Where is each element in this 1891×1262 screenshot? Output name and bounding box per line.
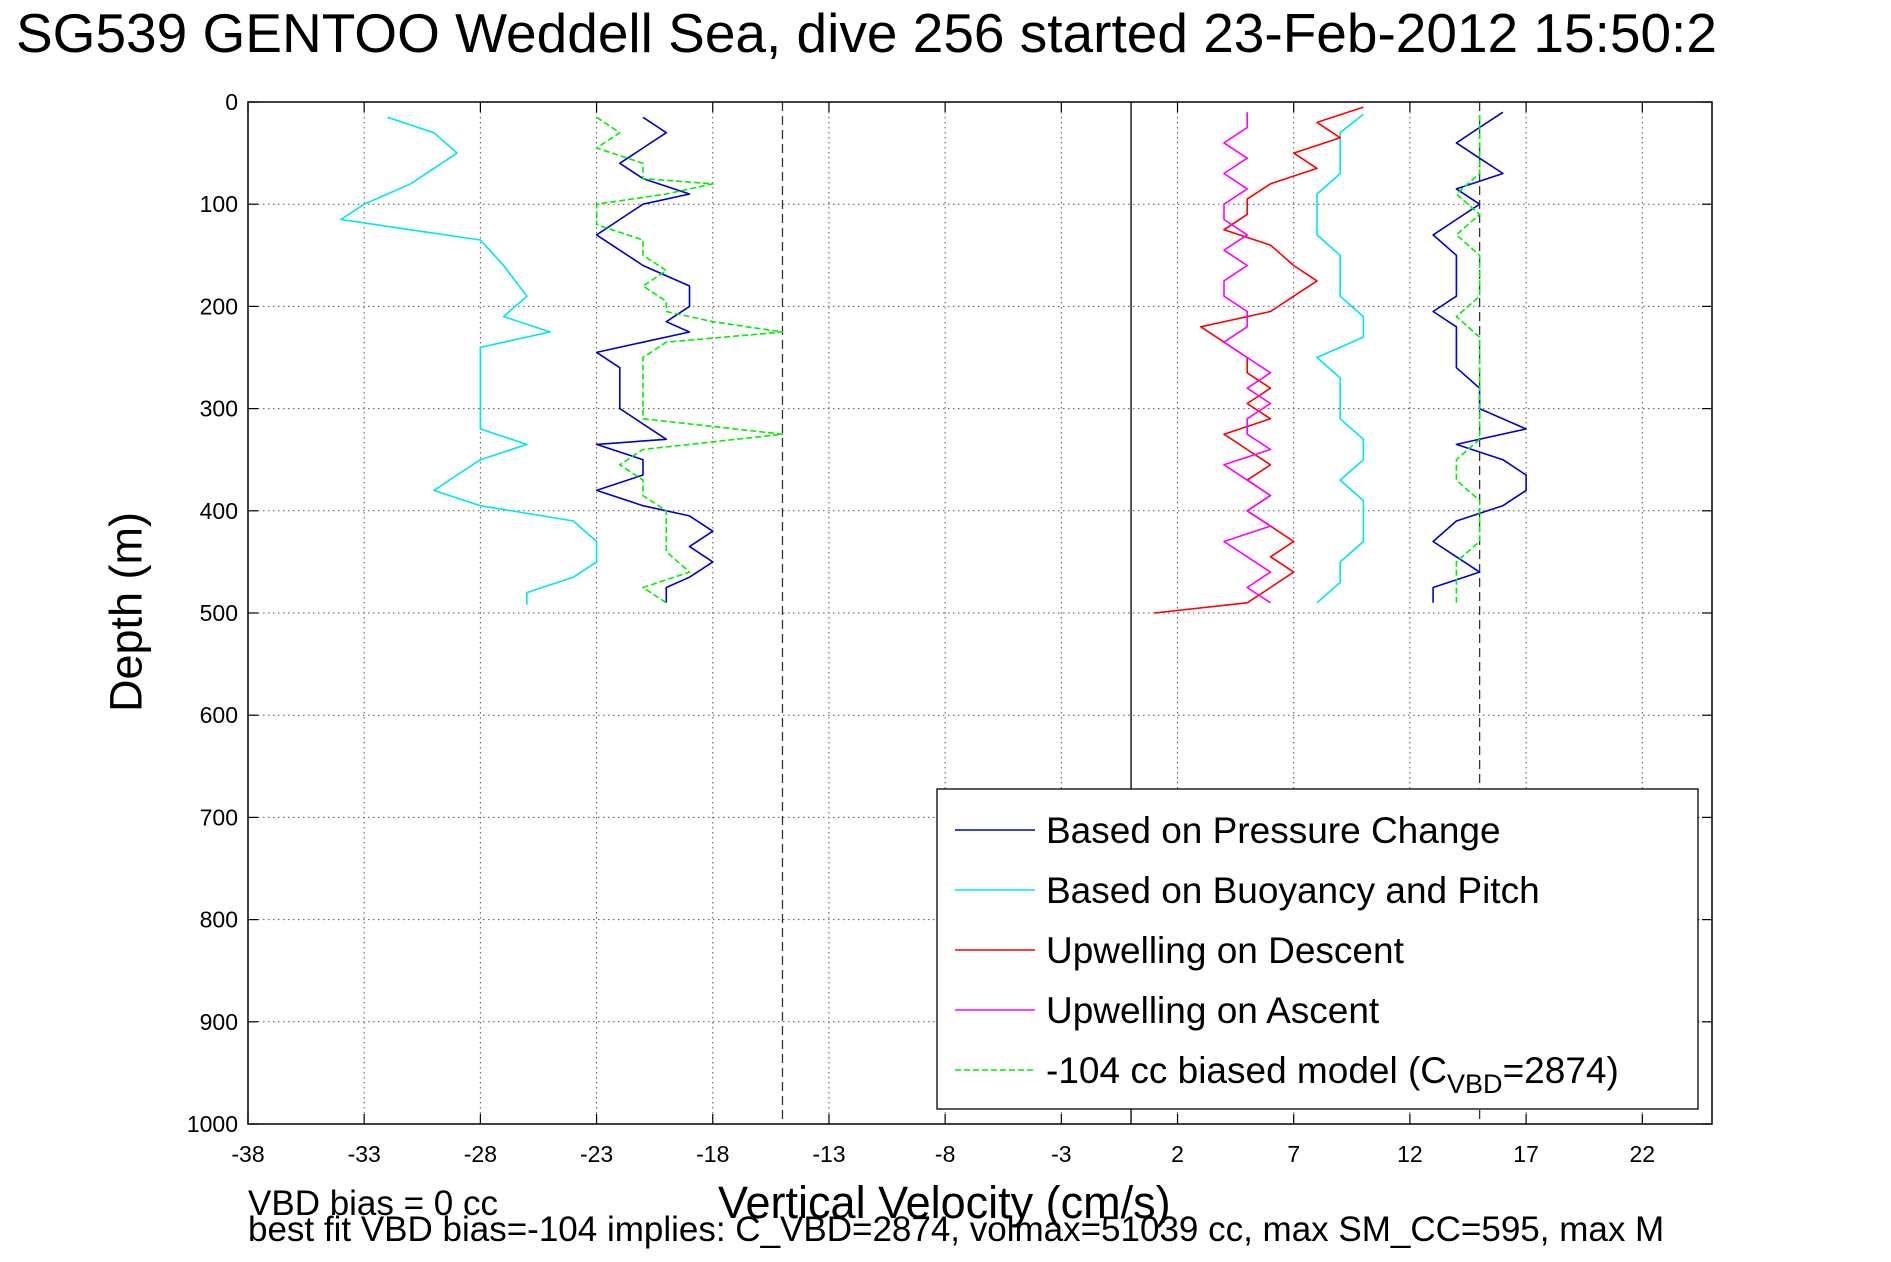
x-tick-label: -18 [696, 1141, 729, 1167]
x-tick-label: -13 [812, 1141, 845, 1167]
best-fit-note: best fit VBD bias=-104 implies: C_VBD=28… [248, 1210, 1665, 1249]
series-line-descent [595, 116, 784, 604]
y-tick-label: 300 [200, 396, 238, 422]
y-tick-label: 900 [200, 1009, 238, 1035]
series-line-descent [595, 116, 714, 603]
series-line-ascent [1223, 112, 1272, 604]
x-tick-label: 22 [1629, 1141, 1655, 1167]
series-line-ascent [1455, 112, 1481, 603]
y-tick-label: 400 [200, 498, 238, 524]
legend-label: -104 cc biased model (CVBD=2874) [1046, 1050, 1619, 1099]
x-axis-label: Vertical Velocity (cm/s) [718, 1177, 1171, 1228]
y-tick-label: 600 [200, 702, 238, 728]
legend-label-subscript: VBD [1447, 1069, 1503, 1099]
x-tick-label: -3 [1051, 1141, 1071, 1167]
legend-label: Based on Buoyancy and Pitch [1046, 870, 1540, 911]
series-line-descent [1154, 106, 1364, 614]
y-tick-label: 700 [200, 804, 238, 830]
legend-label-suffix: =2874) [1503, 1050, 1619, 1091]
legend-box [936, 788, 1699, 1110]
legend: Based on Pressure Change Based on Buoyanc… [936, 788, 1699, 1110]
series-line-ascent [1316, 113, 1365, 604]
legend-label: Upwelling on Descent [1046, 930, 1405, 971]
x-tick-label: 12 [1397, 1141, 1423, 1167]
y-tick-label: 800 [200, 907, 238, 933]
y-axis-label: Depth (m) [100, 511, 152, 713]
x-tick-label: -23 [580, 1141, 613, 1167]
series-line-descent [340, 116, 598, 605]
x-tick-label: 2 [1171, 1141, 1184, 1167]
chart-title: SG539 GENTOO Weddell Sea, dive 256 start… [16, 2, 1717, 64]
x-tick-label: -28 [464, 1141, 497, 1167]
series-group [340, 106, 1527, 614]
y-tick-label: 0 [225, 89, 238, 115]
legend-label: Upwelling on Ascent [1046, 990, 1380, 1031]
x-tick-label: 17 [1513, 1141, 1539, 1167]
legend-label: Based on Pressure Change [1046, 810, 1501, 851]
y-axis-ticks: 0 100 200 300 400 500 600 700 800 900 1000 [187, 89, 1712, 1137]
y-tick-label: 1000 [187, 1111, 238, 1137]
y-tick-label: 100 [200, 191, 238, 217]
y-tick-label: 500 [200, 600, 238, 626]
vbd-bias-note: VBD bias = 0 cc [248, 1184, 498, 1223]
series-line-ascent [1432, 111, 1527, 603]
x-tick-label: -38 [231, 1141, 264, 1167]
x-axis-ticks: -38 -33 -28 -23 -18 -13 -8 -3 2 7 12 17 22 [231, 102, 1655, 1167]
x-tick-label: -8 [935, 1141, 955, 1167]
x-tick-label: -33 [348, 1141, 381, 1167]
y-tick-label: 200 [200, 293, 238, 319]
x-tick-label: 7 [1287, 1141, 1300, 1167]
